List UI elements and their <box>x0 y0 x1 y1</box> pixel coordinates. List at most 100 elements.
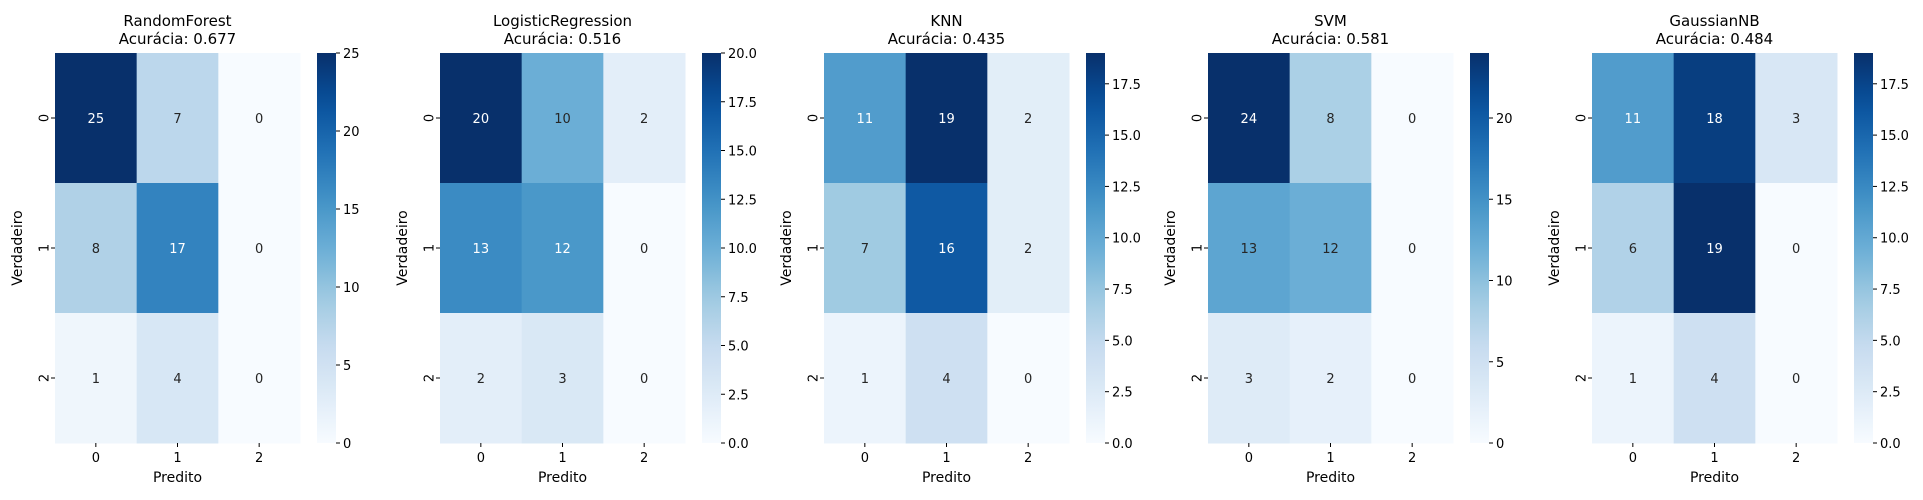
heatmap-cell-r0-c1 <box>1289 53 1372 184</box>
colorbar-tick-label: 7.5 <box>1112 283 1133 298</box>
cell-value-r2-c2: 0 <box>640 372 648 387</box>
heatmap-cell-r1-c1 <box>905 183 988 314</box>
heatmap-cell-r1-c2 <box>1371 183 1454 314</box>
heatmap-cell-r0-c1 <box>1673 53 1756 184</box>
x-tick-label: 2 <box>640 451 648 466</box>
colorbar-tick-label: 10 <box>343 281 360 296</box>
cell-value-r1-c0: 8 <box>92 242 100 257</box>
colorbar-tick-label: 5 <box>343 359 351 374</box>
cell-value-r2-c0: 2 <box>477 372 485 387</box>
x-tick-label: 0 <box>1629 451 1637 466</box>
heatmap-cell-r1-c1 <box>136 183 219 314</box>
cell-value-r1-c1: 16 <box>938 242 955 257</box>
colorbar-tick-label: 15.0 <box>1880 129 1909 144</box>
colorbar-tick-label: 0 <box>1496 437 1504 452</box>
heatmap-cell-r0-c0 <box>55 53 138 184</box>
cell-value-r0-c2: 3 <box>1792 112 1800 127</box>
y-axis-label: Verdadeiro <box>779 210 795 285</box>
colorbar-tick-label: 12.5 <box>1880 180 1909 195</box>
cell-value-r2-c2: 0 <box>255 372 263 387</box>
cell-value-r1-c0: 7 <box>861 242 869 257</box>
colorbar-tick-label: 2.5 <box>1880 386 1901 401</box>
panel-title-model: RandomForest <box>123 12 231 30</box>
heatmap-cell-r2-c2 <box>218 313 301 444</box>
colorbar-gradient <box>1086 53 1105 443</box>
y-tick-label: 2 <box>1575 374 1590 382</box>
colorbar-tick-label: 10 <box>1496 275 1513 290</box>
heatmap-cell-r1-c1 <box>1673 183 1756 314</box>
heatmap-cell-r1-c2 <box>987 183 1070 314</box>
cell-value-r2-c0: 1 <box>92 372 100 387</box>
colorbar-tick-label: 25 <box>343 47 360 62</box>
heatmap-cell-r0-c1 <box>905 53 988 184</box>
heatmap-cell-r1-c0 <box>1592 183 1675 314</box>
heatmap-cell-r1-c1 <box>1289 183 1372 314</box>
colorbar-tick-label: 5.0 <box>728 340 749 355</box>
cell-value-r2-c1: 4 <box>942 372 950 387</box>
y-axis-label: Verdadeiro <box>1163 210 1179 285</box>
cell-value-r1-c1: 19 <box>1706 242 1723 257</box>
y-tick-label: 1 <box>807 244 822 252</box>
y-tick-label: 2 <box>807 374 822 382</box>
panel-title-accuracy: Acurácia: 0.484 <box>1656 30 1773 48</box>
x-tick-label: 1 <box>558 451 566 466</box>
cell-value-r0-c0: 20 <box>473 112 490 127</box>
heatmap-cell-r2-c2 <box>1371 313 1454 444</box>
cell-value-r1-c2: 0 <box>1792 242 1800 257</box>
cell-value-r2-c0: 1 <box>1629 372 1637 387</box>
cell-value-r0-c0: 25 <box>88 112 105 127</box>
cell-value-r0-c1: 18 <box>1706 112 1723 127</box>
heatmap-cell-r2-c0 <box>1592 313 1675 444</box>
heatmap-cell-r2-c1 <box>521 313 604 444</box>
panel-title-model: LogisticRegression <box>493 12 632 30</box>
x-axis-label: Predito <box>1690 470 1739 486</box>
cell-value-r1-c1: 12 <box>554 242 571 257</box>
colorbar-gradient <box>1854 53 1873 443</box>
x-axis-label: Predito <box>538 470 587 486</box>
colorbar-tick-label: 10.0 <box>1880 232 1909 247</box>
heatmap-cell-r1-c0 <box>55 183 138 314</box>
cell-value-r0-c2: 2 <box>640 112 648 127</box>
colorbar-tick-label: 7.5 <box>728 291 749 306</box>
colorbar-tick-label: 17.5 <box>728 96 757 111</box>
y-tick-label: 1 <box>38 244 53 252</box>
cell-value-r0-c1: 8 <box>1326 112 1334 127</box>
cell-value-r2-c2: 0 <box>1408 372 1416 387</box>
colorbar-tick-label: 15 <box>1496 193 1513 208</box>
cell-value-r1-c0: 13 <box>473 242 490 257</box>
heatmap-cell-r2-c1 <box>905 313 988 444</box>
heatmap-cell-r0-c0 <box>1592 53 1675 184</box>
x-axis-label: Predito <box>922 470 971 486</box>
y-tick-label: 2 <box>38 374 53 382</box>
y-tick-label: 1 <box>423 244 438 252</box>
heatmap-cell-r1-c0 <box>824 183 907 314</box>
cell-value-r2-c1: 2 <box>1326 372 1334 387</box>
heatmap-cell-r2-c2 <box>987 313 1070 444</box>
x-axis-label: Predito <box>153 470 202 486</box>
heatmap-cell-r1-c2 <box>218 183 301 314</box>
cell-value-r0-c0: 11 <box>1625 112 1642 127</box>
heatmap-cell-r2-c2 <box>1755 313 1838 444</box>
x-tick-label: 0 <box>92 451 100 466</box>
y-tick-label: 2 <box>1191 374 1206 382</box>
y-axis-label: Verdadeiro <box>1547 210 1563 285</box>
colorbar-tick-label: 17.5 <box>1880 78 1909 93</box>
y-axis-label: Verdadeiro <box>10 210 26 285</box>
heatmap-cell-r0-c2 <box>1755 53 1838 184</box>
x-tick-label: 2 <box>1024 451 1032 466</box>
colorbar-gradient <box>317 53 336 443</box>
cell-value-r1-c2: 2 <box>1024 242 1032 257</box>
y-tick-label: 1 <box>1575 244 1590 252</box>
cell-value-r2-c2: 0 <box>1024 372 1032 387</box>
x-tick-label: 0 <box>477 451 485 466</box>
x-tick-label: 1 <box>1326 451 1334 466</box>
cell-value-r0-c0: 24 <box>1241 112 1258 127</box>
colorbar-tick-label: 20.0 <box>728 47 757 62</box>
colorbar-tick-label: 5.0 <box>1880 334 1901 349</box>
y-tick-label: 0 <box>807 114 822 122</box>
heatmap-cell-r0-c2 <box>218 53 301 184</box>
